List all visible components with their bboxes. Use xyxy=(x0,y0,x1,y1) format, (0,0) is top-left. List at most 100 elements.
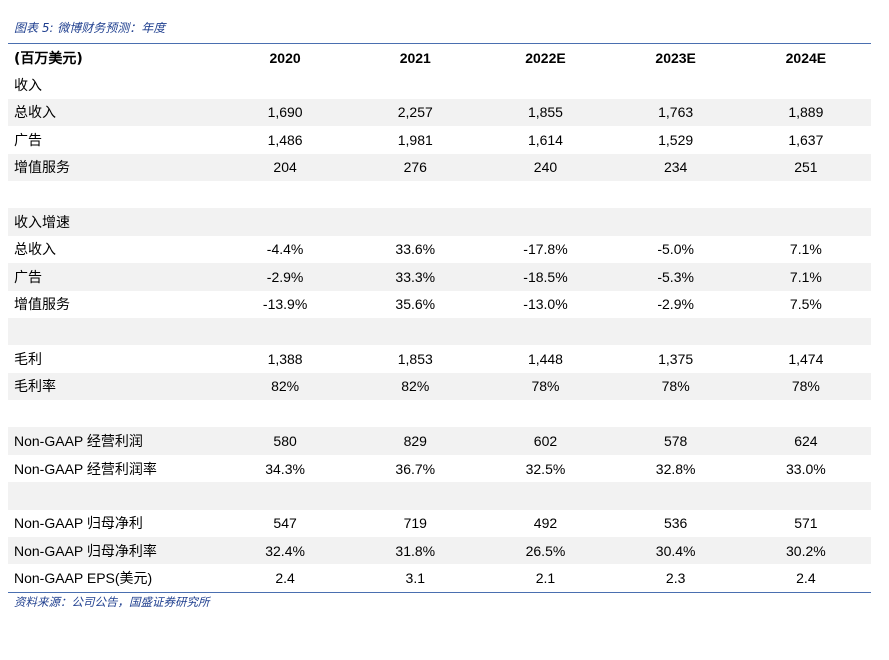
row-value xyxy=(350,71,480,98)
row-value: 492 xyxy=(533,515,558,532)
row-value: 1,474 xyxy=(788,350,824,367)
table-row xyxy=(8,482,871,510)
top-rule xyxy=(8,43,871,44)
table-row xyxy=(8,317,871,346)
row-value xyxy=(610,208,741,236)
row-value: 1,614 xyxy=(527,131,563,148)
row-value: 2.4 xyxy=(796,570,816,587)
row-value: 1,388 xyxy=(267,350,303,367)
row-value: -5.3% xyxy=(610,263,741,291)
row-value xyxy=(220,317,351,346)
table-row xyxy=(8,181,871,208)
row-value xyxy=(740,317,871,346)
table-row: 收入 xyxy=(8,71,871,98)
row-value: 33.6% xyxy=(395,241,436,258)
row-value: 1,486 xyxy=(267,131,303,148)
row-value: 1,853 xyxy=(397,350,433,367)
row-value: 536 xyxy=(663,515,688,532)
row-value: 30.2% xyxy=(740,537,871,565)
row-value: 2,257 xyxy=(350,98,481,127)
row-label: 广告 xyxy=(14,131,42,148)
row-value xyxy=(611,181,741,208)
row-label xyxy=(8,482,220,510)
bottom-rule xyxy=(8,592,871,593)
table-row: Non-GAAP 归母净利率 32.4% 31.8% 26.5% 30.4% 30.2% xyxy=(8,537,871,565)
row-value: 35.6% xyxy=(395,296,436,313)
row-value: 1,375 xyxy=(658,350,694,367)
source-note: 资料来源：公司公告，国盛证券研究所 xyxy=(14,595,210,609)
row-value: 82% xyxy=(350,372,481,401)
row-value xyxy=(741,400,871,427)
table-body: 收入 总收入 1,690 2,257 1,855 1,763 1,889 广告 1,486 1,9… xyxy=(8,71,871,591)
row-value: 32.4% xyxy=(220,537,351,565)
row-value xyxy=(220,71,350,98)
row-value: -2.9% xyxy=(220,263,351,291)
row-value: 1,690 xyxy=(220,98,351,127)
row-value: 719 xyxy=(403,515,427,532)
row-value xyxy=(611,71,741,98)
table-row: Non-GAAP EPS(美元) 2.4 3.1 2.1 2.3 2.4 xyxy=(8,564,871,591)
figure-title: 图表 5: 微博财务预测：年度 xyxy=(14,21,166,35)
row-value: -17.8% xyxy=(523,241,568,258)
row-value: 1,763 xyxy=(610,98,741,127)
row-value: 82% xyxy=(220,372,351,401)
year-header: 2024E xyxy=(785,49,827,66)
row-value: 33.3% xyxy=(350,263,481,291)
row-value: 2.3 xyxy=(665,570,686,587)
row-value xyxy=(350,317,481,346)
table-row: 增值服务 204 276 240 234 251 xyxy=(8,153,871,181)
row-label: Non-GAAP 归母净利率 xyxy=(8,537,220,565)
table-row: 毛利率 82% 82% 78% 78% 78% xyxy=(8,372,871,401)
row-label: 毛利率 xyxy=(8,372,220,401)
row-value: 204 xyxy=(220,153,351,181)
row-value xyxy=(350,482,481,510)
row-value: 624 xyxy=(740,427,871,455)
row-value: 7.1% xyxy=(789,241,822,258)
row-value: 571 xyxy=(794,515,818,532)
row-value: 251 xyxy=(740,153,871,181)
row-value xyxy=(350,181,480,208)
year-header: 2021 xyxy=(399,49,431,66)
row-value: -18.5% xyxy=(480,263,611,291)
row-value: 829 xyxy=(350,427,481,455)
row-label: 收入增速 xyxy=(8,208,220,236)
table-row: Non-GAAP 经营利润率 34.3% 36.7% 32.5% 32.8% 33.0% xyxy=(8,455,871,482)
row-value: 602 xyxy=(480,427,611,455)
row-value: 78% xyxy=(480,372,611,401)
row-value: 30.4% xyxy=(610,537,741,565)
row-value: -2.9% xyxy=(657,296,694,313)
row-label: 增值服务 xyxy=(14,296,70,313)
row-value xyxy=(740,482,871,510)
row-value: 2.4 xyxy=(275,570,295,587)
financial-forecast-table: (百万美元) 2020 2021 2022E 2023E 2024E 收入 总收入… xyxy=(8,44,871,592)
table-header-row: (百万美元) 2020 2021 2022E 2023E 2024E xyxy=(8,44,871,71)
row-value: 240 xyxy=(480,153,611,181)
row-value: 33.0% xyxy=(786,460,826,477)
row-value: 78% xyxy=(610,372,741,401)
row-value: 580 xyxy=(220,427,351,455)
row-value xyxy=(220,400,350,427)
row-value xyxy=(480,482,611,510)
row-value xyxy=(350,400,480,427)
row-label xyxy=(8,317,220,346)
row-label: Non-GAAP EPS(美元) xyxy=(14,570,153,587)
row-value: 31.8% xyxy=(350,537,481,565)
row-value: 578 xyxy=(610,427,741,455)
table-row: 毛利 1,388 1,853 1,448 1,375 1,474 xyxy=(8,345,871,372)
row-value: 32.5% xyxy=(525,460,566,477)
row-value xyxy=(610,482,741,510)
row-value: -5.0% xyxy=(657,241,694,258)
row-value xyxy=(480,181,610,208)
row-label: 总收入 xyxy=(8,98,220,127)
table-row: 广告 1,486 1,981 1,614 1,529 1,637 xyxy=(8,126,871,153)
row-value: -4.4% xyxy=(266,241,304,258)
row-value: 1,448 xyxy=(527,350,563,367)
row-value xyxy=(220,181,350,208)
table-row: 广告 -2.9% 33.3% -18.5% -5.3% 7.1% xyxy=(8,263,871,291)
row-value: 1,529 xyxy=(658,131,694,148)
row-value: 34.3% xyxy=(265,460,305,477)
row-label: 广告 xyxy=(8,263,220,291)
row-value xyxy=(480,71,610,98)
row-value xyxy=(740,208,871,236)
row-label xyxy=(8,181,220,208)
